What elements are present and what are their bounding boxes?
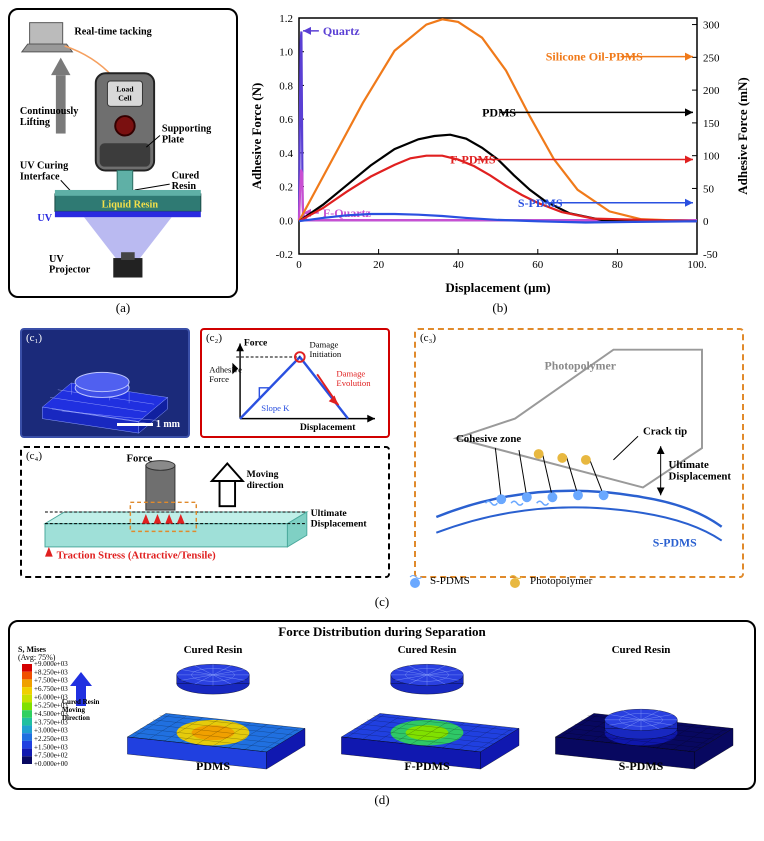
svg-text:Photopolymer: Photopolymer xyxy=(545,358,616,372)
tag-c3: (c₃) xyxy=(420,332,436,344)
svg-text:1.2: 1.2 xyxy=(279,13,293,25)
panel-c: (c₁) 1 mm (c₂) xyxy=(8,322,756,592)
colorbar: S, Mises(Avg: 75%)+9.000e+03+8.250e+03+7… xyxy=(16,642,106,772)
svg-text:+7.500e+03: +7.500e+03 xyxy=(34,677,68,685)
svg-text:80: 80 xyxy=(612,259,624,271)
svg-text:0.0: 0.0 xyxy=(279,215,293,227)
svg-text:Quartz: Quartz xyxy=(323,24,360,38)
svg-text:Cured ResinMovingDirection: Cured ResinMovingDirection xyxy=(62,698,100,722)
svg-text:Adhesive Force (N): Adhesive Force (N) xyxy=(249,83,264,190)
sublabel-b: (b) xyxy=(244,300,756,316)
label-loadcell: LoadCell xyxy=(116,85,134,103)
svg-text:+7.500e+02: +7.500e+02 xyxy=(34,752,68,760)
svg-text:+1.500e+03: +1.500e+03 xyxy=(34,743,68,751)
tag-c1: (c₁) xyxy=(26,332,42,344)
svg-text:Displacement (μm): Displacement (μm) xyxy=(445,280,550,295)
svg-text:100: 100 xyxy=(703,151,720,163)
svg-text:0.4: 0.4 xyxy=(279,148,293,160)
svg-text:0: 0 xyxy=(703,216,709,228)
sublabel-d: (d) xyxy=(8,792,756,808)
svg-text:-0.2: -0.2 xyxy=(276,249,293,261)
moving-arrow-icon xyxy=(212,464,243,507)
label-adh: AdhesiveForce xyxy=(209,364,242,384)
label-projector: UVProjector xyxy=(49,254,91,276)
svg-text:Force: Force xyxy=(244,337,268,348)
label-lifting: Continuously Lifting xyxy=(20,106,81,128)
svg-text:0.6: 0.6 xyxy=(279,114,293,126)
label-curing: UV CuringInterface xyxy=(20,161,68,183)
d-pdms: Cured Resin PDMS xyxy=(106,642,320,772)
svg-text:Slope K: Slope K xyxy=(261,403,290,413)
svg-text:+2.250e+03: +2.250e+03 xyxy=(34,735,68,743)
svg-text:Displacement: Displacement xyxy=(300,422,356,433)
svg-text:Cohesive zone: Cohesive zone xyxy=(456,433,521,445)
svg-text:300: 300 xyxy=(703,20,720,32)
device-icon: LoadCell xyxy=(96,73,154,192)
svg-text:-50: -50 xyxy=(703,249,718,261)
svg-text:+9.000e+03: +9.000e+03 xyxy=(34,660,68,668)
adhesive-force-chart: 020406080100.-0.20.00.20.40.60.81.01.2-5… xyxy=(244,8,756,298)
label-uv: UV xyxy=(37,213,52,224)
svg-text:Movingdirection: Movingdirection xyxy=(247,469,285,491)
laptop-icon xyxy=(22,23,73,52)
inset-c1: (c₁) 1 mm xyxy=(20,328,190,438)
label-tracking: Real-time tacking xyxy=(74,26,151,37)
panel-a: Real-time tacking Continuously Lifting xyxy=(8,8,238,298)
svg-text:40: 40 xyxy=(453,259,465,271)
svg-text:Crack tip: Crack tip xyxy=(643,425,687,437)
svg-text:20: 20 xyxy=(373,259,385,271)
lifting-arrow-icon xyxy=(51,58,70,134)
legend-poly: Photopolymer xyxy=(508,574,592,588)
title-d: Force Distribution during Separation xyxy=(16,624,748,640)
svg-text:60: 60 xyxy=(532,259,544,271)
svg-text:+6.750e+03: +6.750e+03 xyxy=(34,685,68,693)
svg-text:Force: Force xyxy=(126,454,152,465)
svg-text:+0.000e+00: +0.000e+00 xyxy=(34,760,68,768)
inset-c2: (c₂) Force Displacement AdhesiveForce Sl… xyxy=(200,328,390,438)
sublabel-a: (a) xyxy=(8,300,238,316)
label-cured: CuredResin xyxy=(172,170,200,192)
sublabel-c: (c) xyxy=(8,594,756,610)
svg-text:+8.250e+03: +8.250e+03 xyxy=(34,668,68,676)
legend-spdms: S-PDMS xyxy=(408,574,470,588)
panel-d: Force Distribution during Separation S, … xyxy=(8,620,756,790)
svg-text:200: 200 xyxy=(703,85,720,97)
svg-text:Adhesive Force (mN): Adhesive Force (mN) xyxy=(735,77,750,194)
svg-text:UltimateDisplacement: UltimateDisplacement xyxy=(669,459,732,483)
svg-text:0.8: 0.8 xyxy=(279,80,293,92)
svg-text:S-PDMS: S-PDMS xyxy=(653,535,697,549)
d-spdms: Cured Resin S-PDMS xyxy=(534,642,748,772)
svg-text:+3.000e+03: +3.000e+03 xyxy=(34,727,68,735)
svg-text:0.2: 0.2 xyxy=(279,182,293,194)
svg-text:UltimateDisplacement: UltimateDisplacement xyxy=(311,508,368,530)
tag-c2: (c₂) xyxy=(206,332,222,344)
svg-text:0: 0 xyxy=(296,259,302,271)
label-evo: DamageEvolution xyxy=(336,368,371,388)
inset-c4: (c₄) Force Movingdirection xyxy=(20,446,390,578)
svg-text:250: 250 xyxy=(703,52,720,64)
label-plate: SupportingPlate xyxy=(162,124,211,146)
svg-text:1.0: 1.0 xyxy=(279,47,293,59)
d-fpdms: Cured Resin F-PDMS xyxy=(320,642,534,772)
label-liquid: Liquid Resin xyxy=(102,199,159,210)
tag-c4: (c₄) xyxy=(26,450,42,462)
svg-text:Traction Stress (Attractive/Te: Traction Stress (Attractive/Tensile) xyxy=(57,551,216,562)
label-init: DamageInitiation xyxy=(309,339,341,359)
panel-b: 020406080100.-0.20.00.20.40.60.81.01.2-5… xyxy=(244,8,756,298)
inset-c3: (c₃) Photopolymer S-PDMS Cohesive zone C… xyxy=(414,328,744,578)
svg-text:150: 150 xyxy=(703,118,720,130)
scale-bar: 1 mm xyxy=(117,419,180,430)
svg-text:50: 50 xyxy=(703,183,715,195)
schematic-a: Real-time tacking Continuously Lifting xyxy=(16,16,230,290)
